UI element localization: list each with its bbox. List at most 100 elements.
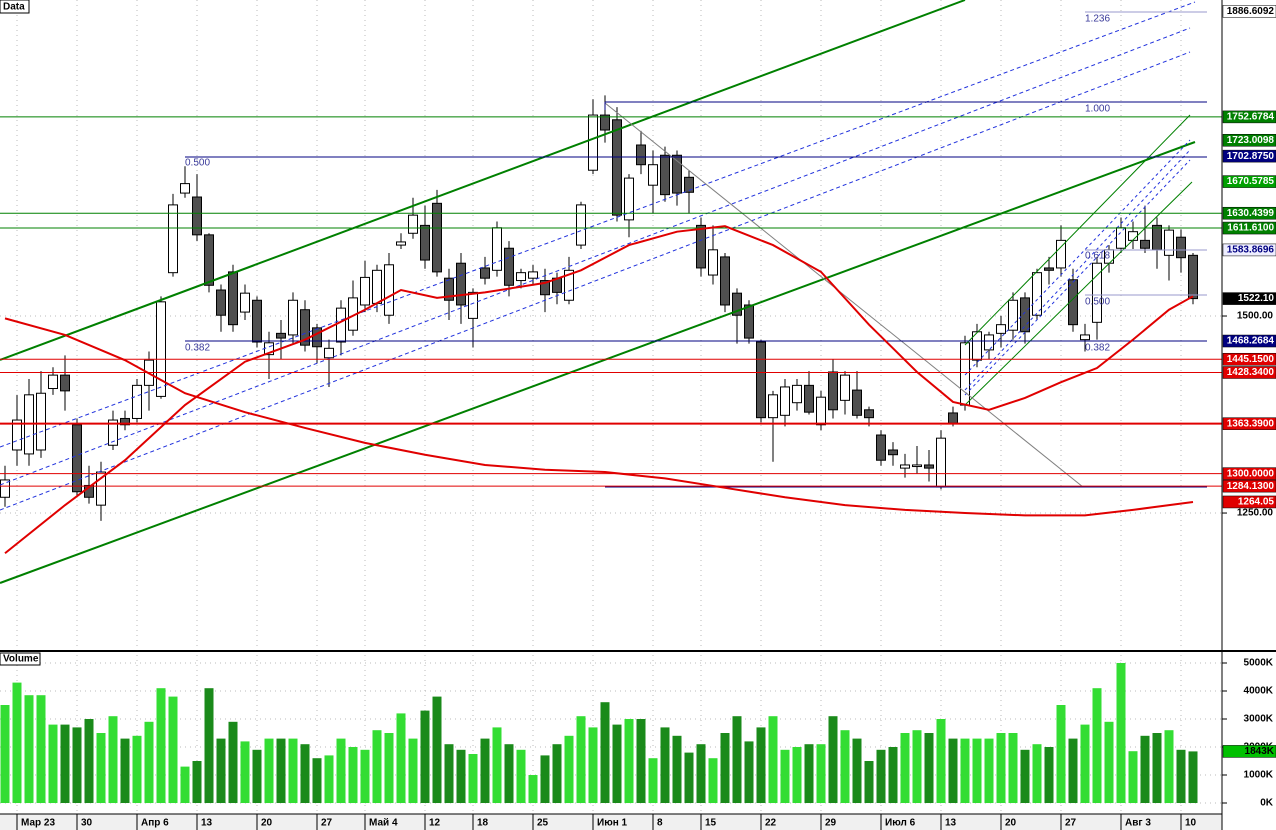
volume-bar [516, 749, 526, 804]
x-tick-label: 13 [945, 818, 957, 829]
level-box [1222, 221, 1276, 235]
fib-label: 1.000 [1085, 104, 1110, 115]
candle-body [900, 464, 910, 469]
candle-body [804, 384, 814, 413]
candle-body [492, 227, 502, 271]
y-tick-label: 5000K [1244, 658, 1274, 669]
volume-bar [24, 695, 34, 804]
volume-bar [960, 738, 970, 804]
level-box [1222, 366, 1276, 379]
candle-body [516, 272, 526, 282]
candle-body [768, 394, 778, 419]
level-box [1222, 292, 1276, 305]
level-label: 1445.1500 [1227, 354, 1275, 365]
volume-bar [612, 724, 622, 804]
level-box [1222, 5, 1276, 18]
x-tick-label: Авг 3 [1125, 818, 1151, 829]
plot [0, 0, 1222, 814]
volume-bar [264, 738, 274, 804]
volume-bar [624, 719, 634, 804]
level-box [1222, 352, 1276, 366]
candle-body [1020, 297, 1030, 333]
candle-body [972, 331, 982, 361]
candle-body [120, 417, 130, 426]
level-label: 1630.4399 [1227, 208, 1275, 219]
volume-bar [936, 719, 946, 804]
volume-bar [456, 749, 466, 804]
candle-body [708, 249, 718, 276]
candle-body [780, 386, 790, 416]
level-box [1222, 334, 1276, 348]
volume-bar [444, 744, 454, 804]
candle-body [300, 309, 310, 346]
volume-bar [1068, 738, 1078, 804]
volume-bar [1104, 721, 1114, 804]
level-label: 1428.3400 [1227, 367, 1275, 378]
volume-bar [696, 744, 706, 804]
volume-bar [504, 744, 514, 804]
volume-bar [996, 733, 1006, 804]
volume-bar [852, 738, 862, 804]
volume-bar [480, 738, 490, 804]
volume-bar [1140, 735, 1150, 804]
candle-body [672, 154, 682, 194]
volume-bar [1152, 733, 1162, 804]
volume-bar [804, 744, 814, 804]
x-tick-label: 15 [705, 818, 717, 829]
candle-body [204, 234, 214, 286]
volume-bar [1116, 662, 1126, 804]
candle-body [648, 164, 658, 186]
volume-bar [396, 713, 406, 804]
volume-bar [312, 758, 322, 804]
level-label: 1752.6784 [1227, 112, 1275, 123]
candle-body [984, 334, 994, 351]
overlay: 0.500 0.382 1.236 1.000 0.618 0.500 0.382 [0, 14, 1222, 555]
candle-body [588, 114, 598, 171]
volume-bar [528, 775, 538, 804]
volume-bar [132, 735, 142, 804]
candle-body [1188, 254, 1198, 300]
candle-body [312, 327, 322, 348]
volume-bar [240, 741, 250, 804]
volume-bar [588, 727, 598, 804]
candle-body [420, 224, 430, 261]
pane-title: Volume [3, 654, 39, 665]
level-box [1222, 417, 1276, 430]
volume-bar [324, 755, 334, 804]
fib-label: 0.500 [185, 158, 210, 169]
channel-line [0, 0, 966, 361]
volume-bar [1128, 751, 1138, 804]
level-box [1222, 175, 1276, 188]
candle-body [612, 119, 622, 216]
x-tick-label: 22 [765, 818, 777, 829]
candle-body [408, 214, 418, 234]
pane-title: Data [3, 2, 25, 13]
x-tick-label: 13 [201, 818, 213, 829]
volume-bar [648, 758, 658, 804]
level-label: 1702.8750 [1227, 151, 1275, 162]
axis: Мар 23 30 Апр 6 13 20 27 Май 4 12 18 25 Июн 1 8 15 22… [16, 5, 1276, 830]
volume-bar [156, 688, 166, 804]
volume-bar [828, 716, 838, 804]
fib-label: 0.382 [1085, 343, 1110, 354]
level-label: 1843K [1245, 746, 1275, 757]
volume-bar [780, 749, 790, 804]
candle-body [444, 277, 454, 301]
level-label: 1723.0098 [1227, 135, 1275, 146]
x-tick-label: 12 [429, 818, 441, 829]
fib-label: 0.500 [1085, 297, 1110, 308]
moving-average [4, 317, 1194, 517]
volume-bar [348, 747, 358, 804]
candle-body [1140, 239, 1150, 249]
volume-bar [252, 749, 262, 804]
candle-body [360, 276, 370, 306]
x-tick-label: 27 [321, 818, 333, 829]
dashed-line [964, 159, 1191, 396]
level-box [1222, 110, 1276, 124]
dashed-line [964, 149, 1191, 391]
candle-body [840, 374, 850, 401]
level-box [1222, 467, 1276, 480]
candle-body [720, 256, 730, 306]
candle-body [636, 144, 646, 166]
